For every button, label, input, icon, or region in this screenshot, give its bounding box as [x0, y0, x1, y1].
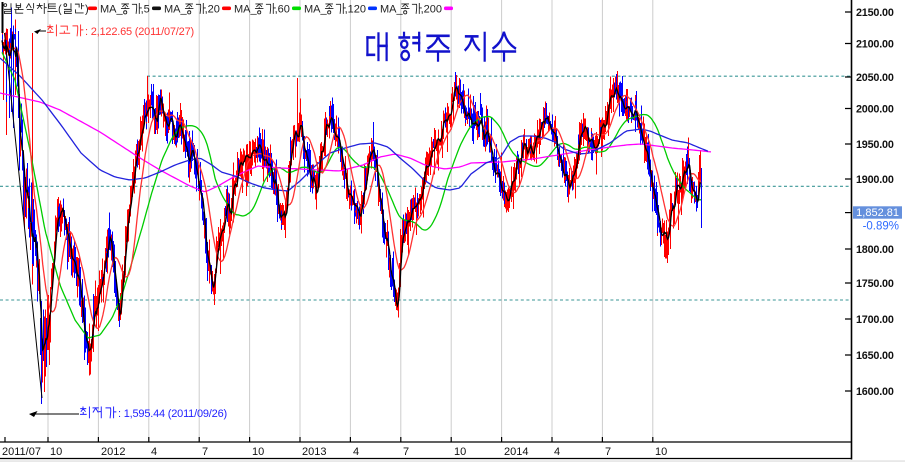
svg-text:2014: 2014	[504, 446, 528, 458]
svg-text:4: 4	[554, 446, 560, 458]
svg-text:2000.00: 2000.00	[856, 104, 894, 116]
svg-text:2150.00: 2150.00	[856, 7, 894, 19]
svg-text:7: 7	[202, 446, 208, 458]
svg-text:2011/07: 2011/07	[2, 446, 41, 458]
svg-text:4: 4	[151, 446, 157, 458]
svg-text:,5: ,5	[141, 4, 150, 16]
svg-text:2100.00: 2100.00	[856, 39, 894, 51]
svg-text:): )	[85, 4, 89, 16]
svg-text:-0.89%: -0.89%	[863, 221, 899, 233]
svg-text:1750.00: 1750.00	[856, 278, 894, 290]
svg-text:1650.00: 1650.00	[856, 350, 894, 362]
svg-text:,60: ,60	[275, 4, 290, 16]
svg-text:7: 7	[403, 446, 409, 458]
svg-text:MA_: MA_	[380, 4, 404, 16]
svg-text:10: 10	[50, 446, 62, 458]
svg-text:: 1,595.44 (2011/09/26): : 1,595.44 (2011/09/26)	[118, 408, 227, 420]
svg-text:10: 10	[655, 446, 667, 458]
svg-text:1600.00: 1600.00	[856, 386, 894, 398]
svg-text:1700.00: 1700.00	[856, 314, 894, 326]
svg-text:: 2,122.65 (2011/07/27): : 2,122.65 (2011/07/27)	[85, 26, 194, 38]
svg-text:1800.00: 1800.00	[856, 244, 894, 256]
svg-text:2050.00: 2050.00	[856, 72, 894, 84]
svg-text:(: (	[58, 4, 62, 16]
svg-text:,200: ,200	[421, 4, 442, 16]
svg-text:4: 4	[353, 446, 359, 458]
svg-text:10: 10	[454, 446, 466, 458]
svg-text:MA_: MA_	[234, 4, 258, 16]
svg-text:2012: 2012	[101, 446, 125, 458]
svg-text:1900.00: 1900.00	[856, 174, 894, 186]
svg-text:MA_: MA_	[304, 4, 328, 16]
svg-text:1,852.81: 1,852.81	[856, 207, 899, 219]
svg-text:,120: ,120	[345, 4, 366, 16]
svg-text:7: 7	[605, 446, 611, 458]
svg-text:,20: ,20	[205, 4, 220, 16]
svg-text:MA_: MA_	[164, 4, 188, 16]
svg-text:2013: 2013	[302, 446, 326, 458]
svg-text:1950.00: 1950.00	[856, 139, 894, 151]
svg-text:10: 10	[252, 446, 264, 458]
svg-text:MA_: MA_	[100, 4, 124, 16]
